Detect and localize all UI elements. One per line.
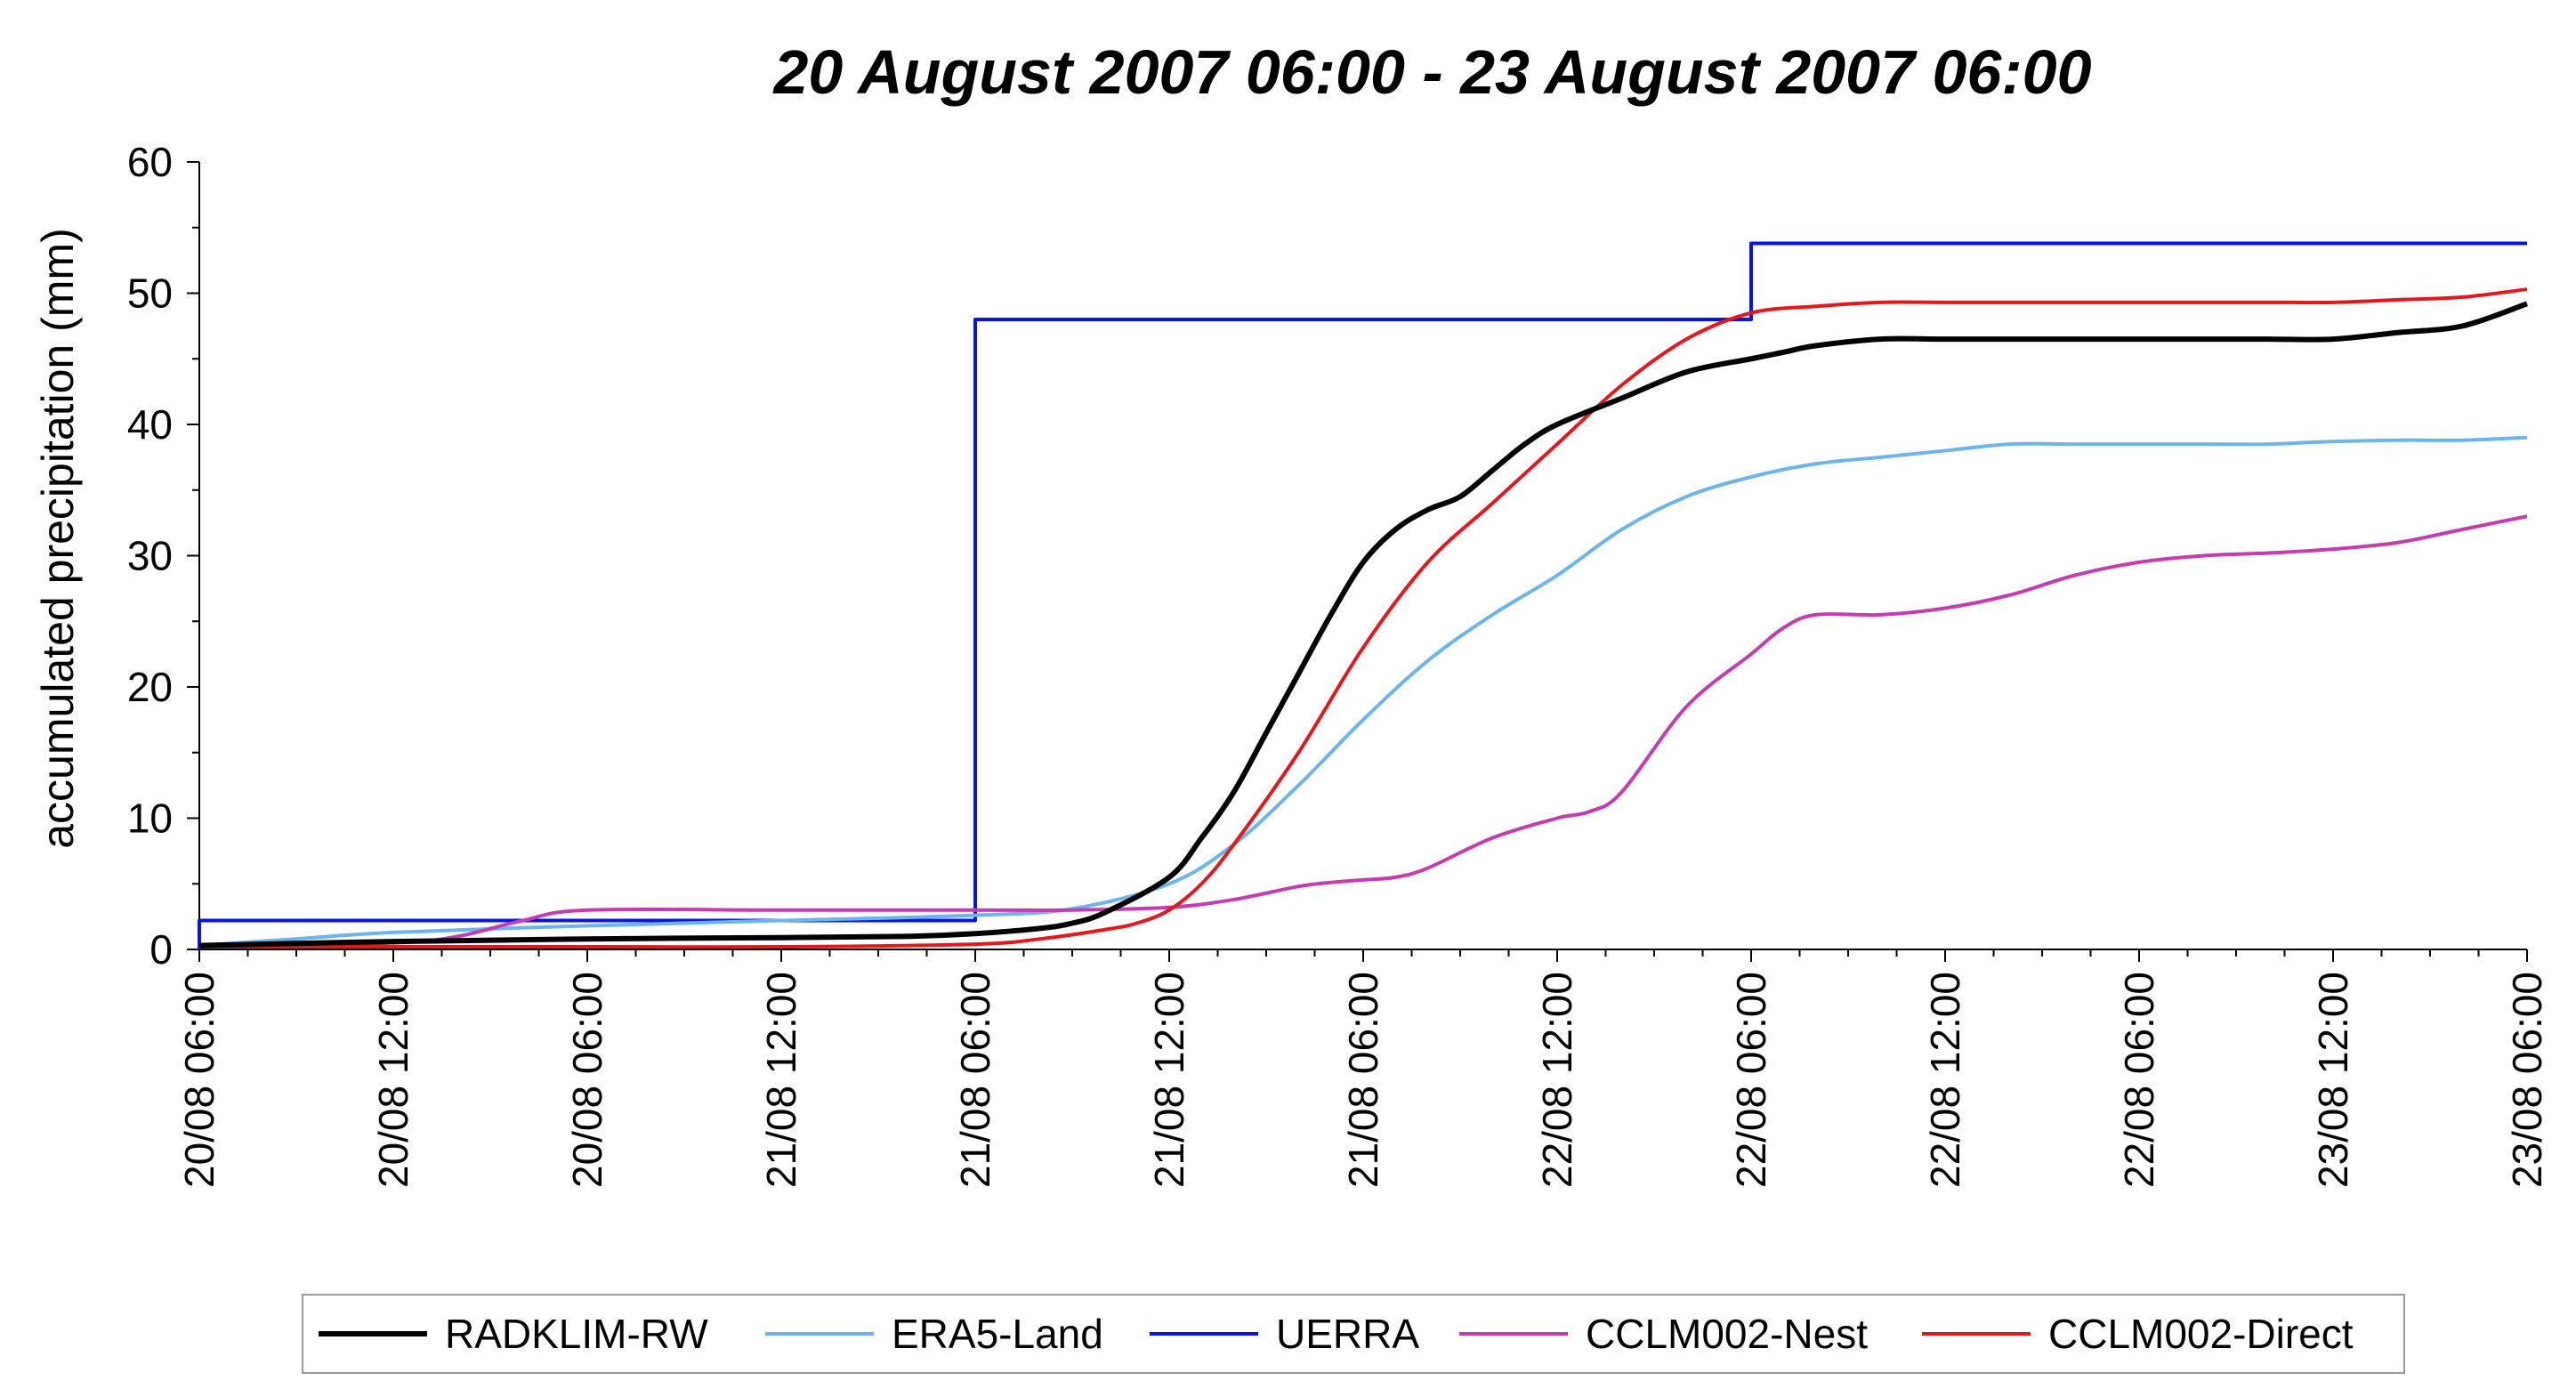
x-tick-label: 22/08 12:00 — [1922, 972, 1968, 1188]
y-axis-label: accumulated precipitation (mm) — [33, 228, 83, 849]
y-tick-label: 40 — [127, 401, 173, 448]
x-tick-label: 22/08 12:00 — [1534, 972, 1580, 1188]
legend: RADKLIM-RW ERA5-Land UERRA CCLM002-Nest CCLM… — [302, 1294, 2405, 1374]
y-tick-label: 20 — [127, 664, 173, 710]
series-line-cclm002-nest — [198, 514, 2528, 949]
x-tick-label: 20/08 12:00 — [370, 972, 416, 1188]
series-line-radklim-rw — [198, 301, 2528, 949]
legend-label: CCLM002-Nest — [1586, 1311, 1868, 1357]
series-line-uerra — [198, 241, 2527, 949]
x-tick-label: 23/08 06:00 — [2504, 972, 2550, 1188]
series-layer — [198, 241, 2528, 949]
y-tick-label: 10 — [127, 795, 173, 842]
x-tick-label: 20/08 06:00 — [176, 972, 222, 1188]
legend-label: UERRA — [1276, 1311, 1419, 1357]
y-tick-label: 60 — [127, 139, 173, 185]
x-tick-label: 21/08 12:00 — [1146, 972, 1192, 1188]
x-tick-label: 20/08 06:00 — [564, 972, 610, 1188]
x-tick-label: 21/08 06:00 — [952, 972, 998, 1188]
axes: 0 10 20 30 40 50 60 20/08 06:00 20/08 12:00 20/08… — [127, 139, 2550, 1188]
legend-label: ERA5-Land — [892, 1311, 1103, 1357]
y-tick-label: 0 — [149, 926, 173, 973]
x-tick-label: 22/08 06:00 — [1728, 972, 1774, 1188]
y-tick-label: 30 — [127, 533, 173, 579]
x-tick-label: 22/08 06:00 — [2116, 972, 2162, 1188]
x-tick-label: 21/08 06:00 — [1340, 972, 1386, 1188]
legend-label: CCLM002-Direct — [2048, 1311, 2354, 1357]
x-tick-label: 23/08 12:00 — [2310, 972, 2356, 1188]
series-line-cclm002-direct — [198, 287, 2528, 949]
y-tick-label: 50 — [127, 271, 173, 317]
legend-label: RADKLIM-RW — [445, 1311, 708, 1357]
chart-title: 20 August 2007 06:00 - 23 August 2007 06… — [771, 37, 2091, 107]
x-tick-label: 21/08 12:00 — [758, 972, 804, 1188]
series-line-era5-land — [198, 435, 2528, 948]
legend-box — [302, 1294, 2405, 1374]
